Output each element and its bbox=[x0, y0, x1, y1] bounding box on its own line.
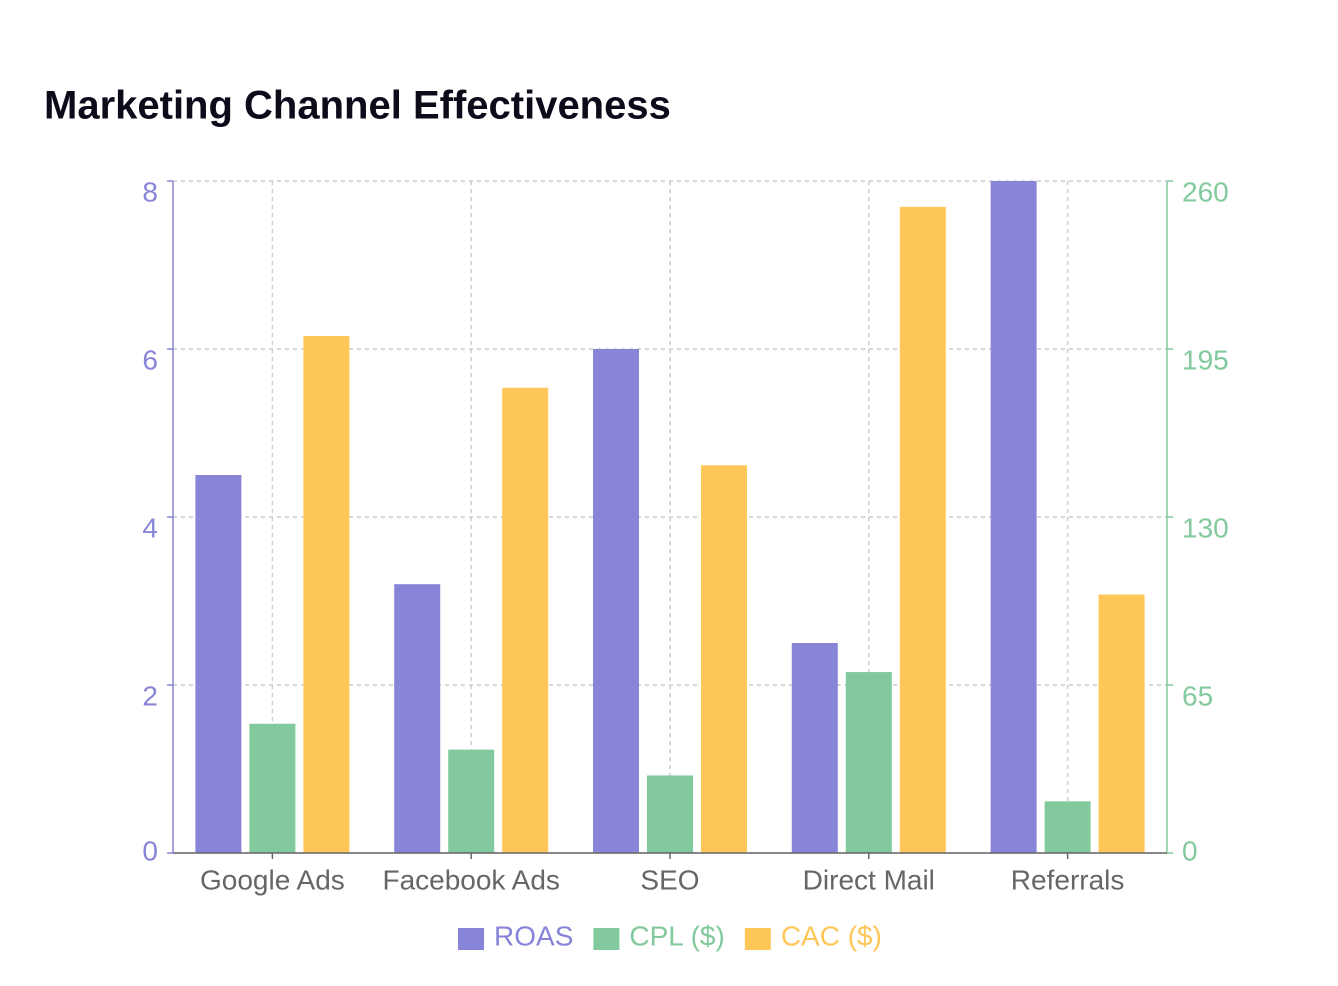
bar bbox=[791, 643, 838, 853]
y2-tick-label: 130 bbox=[1182, 512, 1229, 543]
y2-tick-label: 260 bbox=[1182, 176, 1229, 207]
bar bbox=[448, 749, 495, 853]
bar bbox=[1044, 801, 1091, 853]
y-tick-label: 4 bbox=[142, 512, 158, 543]
legend-swatch bbox=[593, 928, 620, 950]
legend: ROAS CPL ($) CAC ($) bbox=[458, 920, 882, 951]
bar bbox=[303, 336, 350, 854]
bar bbox=[1098, 594, 1145, 853]
legend-label: ROAS bbox=[494, 920, 573, 951]
x-tick-label: Facebook Ads bbox=[382, 864, 559, 895]
y2-tick-label: 65 bbox=[1182, 680, 1213, 711]
bar bbox=[701, 465, 747, 853]
y2-tick-label: 195 bbox=[1182, 344, 1229, 375]
bar bbox=[249, 723, 296, 853]
legend-label: CAC ($) bbox=[781, 920, 882, 951]
bar bbox=[195, 475, 242, 853]
legend-swatch bbox=[458, 928, 485, 950]
bar bbox=[502, 387, 549, 853]
legend-swatch bbox=[744, 928, 771, 950]
x-tick-label: SEO bbox=[640, 864, 699, 895]
x-tick-label: Referrals bbox=[1011, 864, 1125, 895]
bar bbox=[394, 584, 441, 853]
y2-tick-label: 0 bbox=[1182, 835, 1198, 866]
bar bbox=[845, 672, 892, 853]
y-tick-label: 6 bbox=[142, 344, 158, 375]
y-tick-label: 8 bbox=[142, 176, 158, 207]
bar bbox=[647, 775, 693, 853]
bars bbox=[195, 181, 1145, 854]
x-tick-label: Google Ads bbox=[200, 864, 345, 895]
bar bbox=[990, 181, 1037, 853]
legend-label: CPL ($) bbox=[629, 920, 724, 951]
x-tick-label: Direct Mail bbox=[803, 864, 935, 895]
chart-title: Marketing Channel Effectiveness bbox=[44, 84, 671, 128]
bar bbox=[899, 206, 946, 853]
y-tick-label: 2 bbox=[142, 680, 158, 711]
axes: 0 2 4 6 8 0 65 130 195 260 Google Ads Facebook Ads S… bbox=[142, 176, 1228, 895]
y-tick-label: 0 bbox=[142, 835, 158, 866]
bar bbox=[593, 349, 639, 853]
